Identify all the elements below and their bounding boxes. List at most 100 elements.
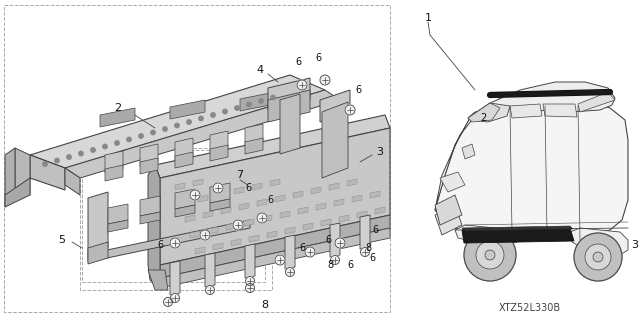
Circle shape — [199, 116, 204, 121]
Circle shape — [55, 158, 60, 163]
Text: 2: 2 — [115, 103, 122, 113]
Polygon shape — [240, 92, 275, 111]
Polygon shape — [140, 158, 158, 174]
Polygon shape — [298, 207, 308, 214]
Polygon shape — [226, 223, 236, 230]
Polygon shape — [262, 215, 272, 222]
Polygon shape — [543, 104, 577, 117]
Polygon shape — [170, 100, 205, 119]
Polygon shape — [375, 207, 385, 214]
Polygon shape — [5, 178, 30, 207]
Polygon shape — [210, 131, 228, 153]
Polygon shape — [190, 231, 200, 238]
Circle shape — [190, 190, 200, 200]
Text: 6: 6 — [157, 240, 163, 250]
Polygon shape — [148, 270, 168, 290]
Circle shape — [593, 252, 603, 262]
Polygon shape — [293, 191, 303, 198]
Circle shape — [67, 155, 71, 159]
Circle shape — [127, 137, 131, 142]
Circle shape — [151, 130, 155, 135]
Polygon shape — [185, 215, 195, 222]
Polygon shape — [65, 168, 80, 195]
Polygon shape — [140, 144, 158, 166]
Polygon shape — [245, 138, 263, 154]
Polygon shape — [5, 148, 15, 207]
Polygon shape — [440, 172, 465, 192]
Text: 6: 6 — [372, 225, 378, 235]
Polygon shape — [275, 195, 285, 202]
Polygon shape — [435, 118, 472, 210]
Circle shape — [187, 120, 191, 124]
Text: 6: 6 — [295, 57, 301, 67]
Polygon shape — [280, 94, 300, 154]
Text: 6: 6 — [355, 85, 361, 95]
Text: 1: 1 — [424, 13, 431, 23]
Polygon shape — [205, 253, 215, 287]
Polygon shape — [468, 103, 500, 122]
Polygon shape — [303, 223, 313, 230]
Polygon shape — [578, 92, 615, 112]
Circle shape — [170, 293, 179, 302]
Text: 6: 6 — [245, 183, 251, 193]
Polygon shape — [175, 152, 193, 168]
Polygon shape — [210, 183, 230, 203]
Polygon shape — [210, 199, 230, 211]
Polygon shape — [334, 199, 344, 206]
Polygon shape — [285, 227, 295, 234]
Circle shape — [330, 256, 339, 264]
Polygon shape — [280, 211, 290, 218]
Circle shape — [205, 286, 214, 294]
Polygon shape — [468, 82, 615, 118]
Polygon shape — [285, 235, 295, 269]
Polygon shape — [105, 151, 123, 173]
Text: 8: 8 — [261, 300, 269, 310]
Polygon shape — [239, 203, 249, 210]
Polygon shape — [100, 108, 135, 127]
Circle shape — [246, 277, 255, 286]
Polygon shape — [175, 138, 193, 160]
Text: 6: 6 — [299, 243, 305, 253]
Polygon shape — [213, 243, 223, 250]
Polygon shape — [105, 165, 123, 181]
Polygon shape — [245, 244, 255, 278]
Polygon shape — [510, 104, 542, 118]
Polygon shape — [88, 192, 108, 254]
Text: 3: 3 — [632, 240, 639, 250]
Circle shape — [259, 99, 263, 103]
Text: 3: 3 — [376, 147, 383, 157]
Polygon shape — [30, 75, 325, 168]
Polygon shape — [148, 165, 160, 288]
Polygon shape — [311, 187, 321, 194]
Polygon shape — [570, 228, 628, 255]
Text: 7: 7 — [236, 170, 244, 180]
Polygon shape — [15, 148, 30, 195]
Polygon shape — [88, 242, 108, 264]
Polygon shape — [360, 215, 370, 249]
Polygon shape — [198, 195, 208, 202]
Circle shape — [335, 238, 345, 248]
Polygon shape — [257, 199, 267, 206]
Polygon shape — [370, 191, 380, 198]
Circle shape — [485, 250, 495, 260]
Polygon shape — [321, 219, 331, 226]
Circle shape — [476, 241, 504, 269]
Polygon shape — [140, 196, 160, 216]
Text: 8: 8 — [365, 243, 371, 253]
Polygon shape — [245, 124, 263, 146]
Polygon shape — [329, 183, 339, 190]
Text: XTZ52L330B: XTZ52L330B — [499, 303, 561, 313]
Polygon shape — [180, 199, 190, 206]
Text: 6: 6 — [267, 195, 273, 205]
Text: 5: 5 — [58, 235, 65, 245]
Polygon shape — [155, 115, 390, 178]
Circle shape — [233, 220, 243, 230]
Text: 6: 6 — [315, 53, 321, 63]
Polygon shape — [216, 191, 226, 198]
Circle shape — [297, 80, 307, 90]
Circle shape — [115, 141, 119, 145]
Polygon shape — [210, 145, 228, 161]
Polygon shape — [330, 223, 340, 257]
Text: 4: 4 — [257, 65, 264, 75]
Text: 6: 6 — [369, 253, 375, 263]
